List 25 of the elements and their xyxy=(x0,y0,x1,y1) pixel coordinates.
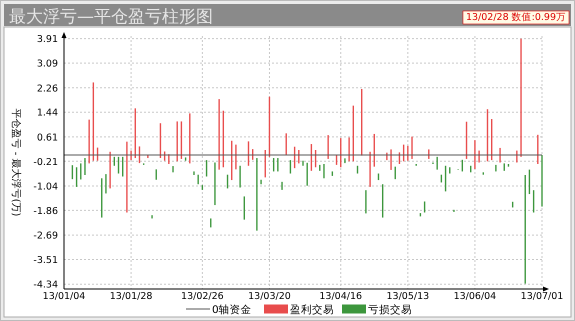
y-tick-label: 2.26 xyxy=(36,83,58,94)
y-tick-label: -1.86 xyxy=(33,206,58,217)
legend-label: 亏损交易 xyxy=(368,303,412,316)
y-tick-label: 3.91 xyxy=(36,34,58,46)
x-tick-label: 13/01/04 xyxy=(42,291,86,302)
x-tick-label: 13/07/01 xyxy=(520,291,564,302)
y-axis-title: 平仓盈亏 - 最大浮亏(万) xyxy=(10,108,22,216)
y-tick-label: -0.21 xyxy=(33,156,58,168)
x-tick-label: 13/01/28 xyxy=(110,291,152,302)
legend-label: 0轴资金 xyxy=(212,303,252,316)
y-tick-label: -1.04 xyxy=(33,182,58,193)
legend-label: 盈利交易 xyxy=(290,303,334,316)
y-tick-label: -2.69 xyxy=(33,230,58,242)
y-tick-label: -4.34 xyxy=(33,280,58,291)
y-tick-label: 0.61 xyxy=(36,132,58,144)
y-tick-label: -3.51 xyxy=(33,255,58,266)
x-tick-label: 13/04/16 xyxy=(319,291,362,302)
x-tick-label: 13/05/13 xyxy=(386,291,430,302)
y-tick-label: 3.09 xyxy=(36,58,58,70)
text: 13/02/28 数值:0.99万 xyxy=(466,12,566,23)
x-tick-label: 13/06/04 xyxy=(454,291,496,302)
chart-title: 最大浮亏—平仓盈亏柱形图 xyxy=(9,7,213,27)
x-tick-label: 13/03/20 xyxy=(248,291,291,302)
x-tick-label: 13/02/26 xyxy=(181,291,224,302)
y-tick-label: 1.44 xyxy=(36,108,58,119)
